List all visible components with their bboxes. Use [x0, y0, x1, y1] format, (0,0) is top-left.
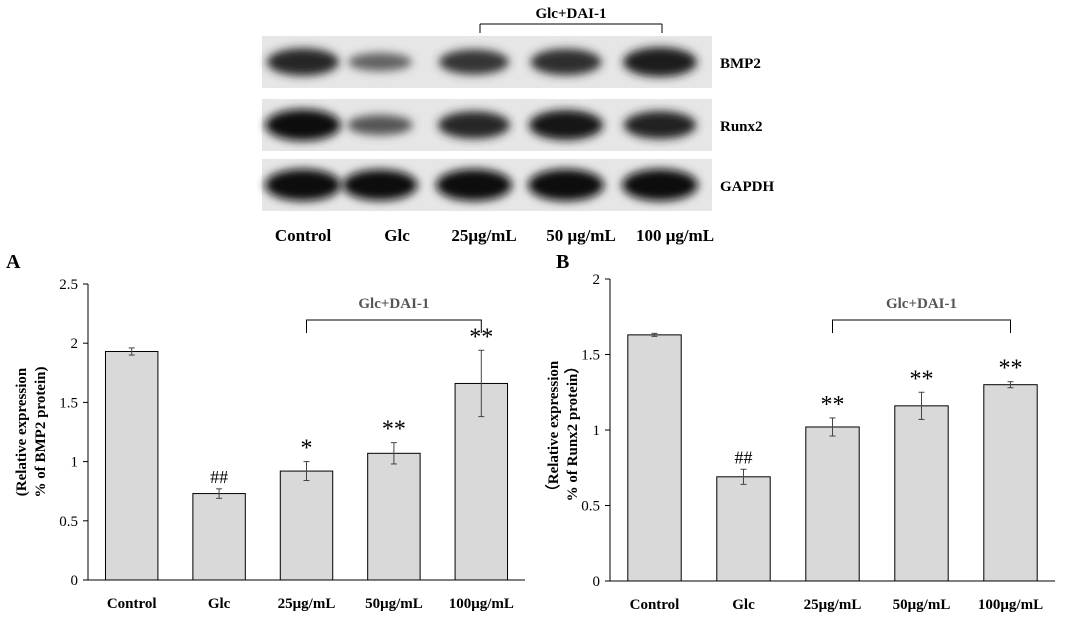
- bracket-label: Glc+DAI-1: [886, 296, 957, 312]
- x-tick-label: 25μg/mL: [804, 597, 862, 613]
- bar: [279, 470, 334, 581]
- blot-band-bmp2-lane-2: [348, 52, 412, 72]
- significance-marker: **: [821, 392, 845, 418]
- blot-band-bmp2-lane-1: [266, 48, 340, 76]
- blot-band-gapdh-lane-3: [436, 169, 512, 201]
- blot-lane-label: Glc: [384, 226, 410, 245]
- panel-letter: B: [556, 251, 569, 273]
- y-tick-label: 0: [71, 573, 79, 589]
- y-tick-label: 1: [593, 423, 601, 439]
- significance-marker: ##: [735, 447, 753, 467]
- bracket-line: [832, 319, 1011, 333]
- bar: [805, 426, 860, 582]
- blot-band-bmp2-lane-3: [439, 49, 509, 75]
- blot-bracket: Glc+DAI-1: [479, 6, 663, 33]
- bar: [104, 350, 159, 581]
- bar: [627, 334, 682, 582]
- y-tick-label: 0: [593, 574, 601, 590]
- treatment-bracket: Glc+DAI-1: [306, 296, 482, 333]
- western-blot-panel: Glc+DAI-1 BMP2 Runx2 GAPDH Control Glc 25μg/…: [262, 6, 774, 245]
- blot-row-label: GAPDH: [720, 179, 774, 195]
- blot-band-gapdh-lane-1: [265, 169, 341, 201]
- y-tick-label: 2.5: [59, 277, 78, 293]
- blot-lane-label: 25μg/mL: [451, 226, 516, 245]
- blot-band-runx2-lane-5: [623, 111, 697, 139]
- bar: [192, 493, 246, 581]
- y-tick-label: 2: [71, 336, 79, 352]
- x-tick-label: Control: [107, 596, 157, 612]
- significance-marker: **: [382, 417, 406, 443]
- blot-bracket-label: Glc+DAI-1: [535, 6, 606, 22]
- blot-row-label: Runx2: [720, 119, 763, 135]
- blot-band-gapdh-lane-5: [622, 169, 698, 201]
- y-tick-label: 0.5: [581, 499, 600, 515]
- bar: [894, 405, 949, 582]
- blot-band-runx2-lane-1: [265, 109, 341, 141]
- y-tick-label: 2: [593, 272, 601, 288]
- treatment-bracket: Glc+DAI-1: [832, 296, 1011, 333]
- y-axis-label: （Relative expression% of Runx2 protein）: [544, 359, 581, 502]
- blot-band-runx2-lane-4: [528, 110, 604, 140]
- bar: [983, 384, 1038, 582]
- blot-band-runx2-lane-2: [347, 114, 413, 136]
- y-tick-label: 1: [71, 455, 79, 471]
- blot-band-runx2-lane-3: [437, 111, 511, 139]
- x-tick-label: Glc: [208, 596, 231, 612]
- blot-row-label: BMP2: [720, 56, 761, 72]
- x-tick-label: Glc: [732, 597, 755, 613]
- significance-marker: *: [301, 436, 313, 462]
- x-tick-label: Control: [630, 597, 680, 613]
- y-axis-label-line: （Relative expression: [544, 360, 562, 499]
- panel-letter: A: [6, 251, 21, 273]
- y-axis-label: (Relative expression% of BMP2 protein): [14, 367, 49, 498]
- blot-lane-label: 100 μg/mL: [636, 226, 714, 245]
- significance-marker: **: [999, 356, 1023, 382]
- blot-band-bmp2-lane-4: [530, 48, 602, 76]
- bracket-label: Glc+DAI-1: [358, 296, 429, 312]
- y-tick-label: 1.5: [581, 348, 600, 364]
- y-axis-label-line: % of Runx2 protein）: [563, 359, 581, 502]
- bar: [367, 452, 421, 581]
- blot-lane-label: 50 μg/mL: [546, 226, 616, 245]
- y-tick-label: 0.5: [59, 514, 78, 530]
- significance-marker: **: [910, 366, 934, 392]
- y-axis-label-line: % of BMP2 protein): [33, 367, 49, 498]
- bracket-line: [306, 319, 482, 333]
- x-tick-label: 50μg/mL: [365, 596, 423, 612]
- x-tick-label: 50μg/mL: [893, 597, 951, 613]
- x-tick-label: 100μg/mL: [449, 596, 514, 612]
- blot-lane-label: Control: [275, 226, 332, 245]
- blot-band-gapdh-lane-4: [528, 169, 604, 201]
- bmp2-bar-chart: A (Relative expression% of BMP2 protein) 0…: [6, 251, 525, 612]
- blot-band-bmp2-lane-5: [623, 47, 697, 77]
- blot-band-gapdh-lane-2: [342, 169, 418, 201]
- x-tick-label: 100μg/mL: [978, 597, 1043, 613]
- y-tick-label: 1.5: [59, 395, 78, 411]
- bar: [716, 476, 771, 582]
- significance-marker: ##: [210, 467, 228, 487]
- runx2-bar-chart: B （Relative expression% of Runx2 protein）…: [544, 251, 1055, 613]
- x-tick-label: 25μg/mL: [278, 596, 336, 612]
- y-axis-label-line: (Relative expression: [14, 367, 30, 496]
